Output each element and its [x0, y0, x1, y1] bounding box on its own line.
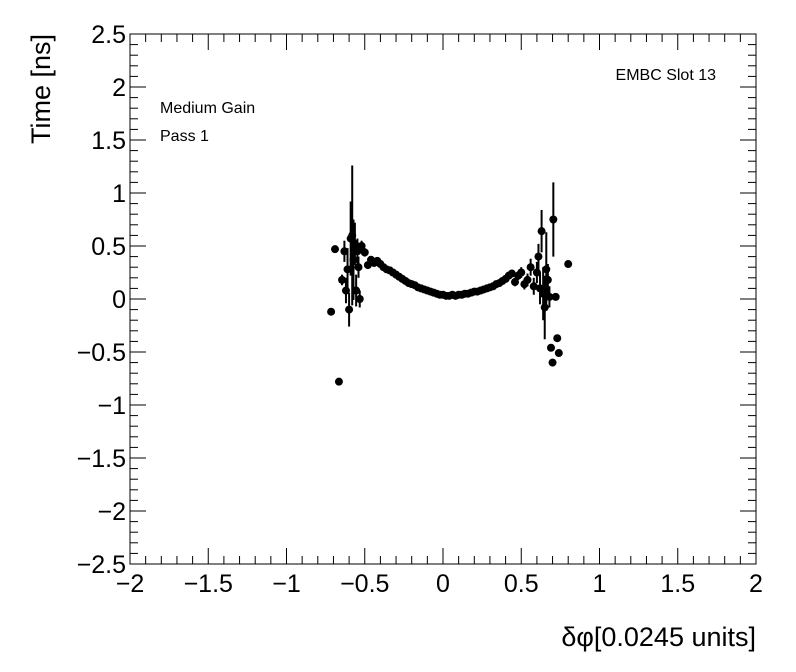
marker [338, 275, 347, 284]
data-point [345, 292, 354, 327]
x-tick-label: −1.5 [184, 570, 233, 598]
y-tick-label: −2 [97, 498, 126, 526]
marker [526, 263, 535, 272]
marker [354, 263, 363, 272]
slot-annotation: EMBC Slot 13 [616, 67, 717, 84]
y-tick-label: −0.5 [77, 339, 126, 367]
marker [507, 269, 516, 278]
marker [564, 260, 573, 269]
marker [545, 292, 554, 301]
x-tick-label: −0.5 [340, 570, 389, 598]
gain-annotation: Medium Gain [160, 100, 255, 117]
marker [349, 255, 358, 264]
data-point [551, 292, 560, 301]
marker [542, 265, 551, 274]
x-axis-title: δφ[0.0245 units] [561, 622, 756, 652]
data-point [523, 273, 532, 287]
marker [510, 278, 519, 287]
y-tick-label: 0 [112, 286, 126, 314]
x-tick-label: 2 [749, 570, 763, 598]
y-tick-label: 1.5 [91, 127, 126, 155]
data-point [507, 269, 516, 278]
data-point [534, 243, 543, 270]
y-tick-label: −1 [97, 392, 126, 420]
y-tick-label: 2 [112, 74, 126, 102]
marker [355, 295, 364, 303]
data-point [334, 377, 343, 386]
marker [360, 248, 369, 257]
marker [549, 215, 558, 224]
marker [554, 349, 563, 358]
data-point [537, 209, 546, 253]
y-axis-title: Time [ns] [26, 34, 56, 144]
data-point [357, 240, 366, 252]
data-point [526, 258, 535, 276]
data-point [338, 274, 347, 286]
marker [553, 334, 562, 343]
marker [357, 242, 366, 250]
data-point [553, 334, 562, 343]
data-point [355, 290, 364, 308]
data-point [354, 256, 363, 278]
axis-ticks [129, 33, 757, 565]
x-tick-label: −2 [116, 570, 145, 598]
marker [345, 305, 354, 314]
y-tick-label: −1.5 [77, 445, 126, 473]
data-point [517, 267, 526, 278]
marker [548, 358, 557, 367]
data-point [554, 349, 563, 358]
marker [517, 268, 526, 277]
data-point [327, 307, 336, 316]
x-tick-labels: −2 −1.5 −1 −0.5 0 0.5 1 1.5 2 [116, 570, 763, 598]
marker [534, 252, 543, 261]
data-point [352, 274, 361, 307]
marker [331, 245, 340, 254]
marker [334, 377, 343, 386]
data-point [529, 277, 538, 295]
data-point [331, 245, 340, 254]
x-tick-label: 0.5 [504, 570, 539, 598]
data-point [343, 248, 352, 291]
data-point [532, 261, 541, 284]
data-point [360, 248, 369, 257]
y-tick-label: −2.5 [77, 551, 126, 579]
y-tick-label: 0.5 [91, 233, 126, 261]
data-point [545, 286, 554, 308]
y-tick-label: 1 [112, 180, 126, 208]
marker [523, 275, 532, 284]
pass-annotation: Pass 1 [160, 128, 209, 145]
marker [343, 265, 352, 274]
x-tick-label: 1.5 [660, 570, 695, 598]
data-point [549, 182, 558, 257]
marker [546, 343, 555, 352]
data-point [543, 264, 552, 296]
y-tick-label: 2.5 [91, 21, 126, 49]
x-tick-label: −1 [272, 570, 301, 598]
data-point [546, 343, 555, 352]
marker [543, 275, 552, 284]
data-point [340, 240, 349, 262]
marker [551, 292, 560, 301]
marker [532, 268, 541, 277]
data-point [510, 277, 519, 287]
data-point [564, 260, 573, 269]
marker [352, 286, 361, 295]
marker [529, 282, 538, 291]
marker [537, 227, 546, 236]
y-tick-labels: −2.5 −2 −1.5 −1 −0.5 0 0.5 1 1.5 2 2.5 [77, 21, 126, 579]
marker [327, 307, 336, 316]
x-tick-label: 1 [593, 570, 607, 598]
marker [540, 303, 549, 312]
marker [340, 247, 349, 256]
data-point [548, 358, 557, 367]
x-tick-label: 0 [436, 570, 450, 598]
data-points [327, 165, 573, 386]
